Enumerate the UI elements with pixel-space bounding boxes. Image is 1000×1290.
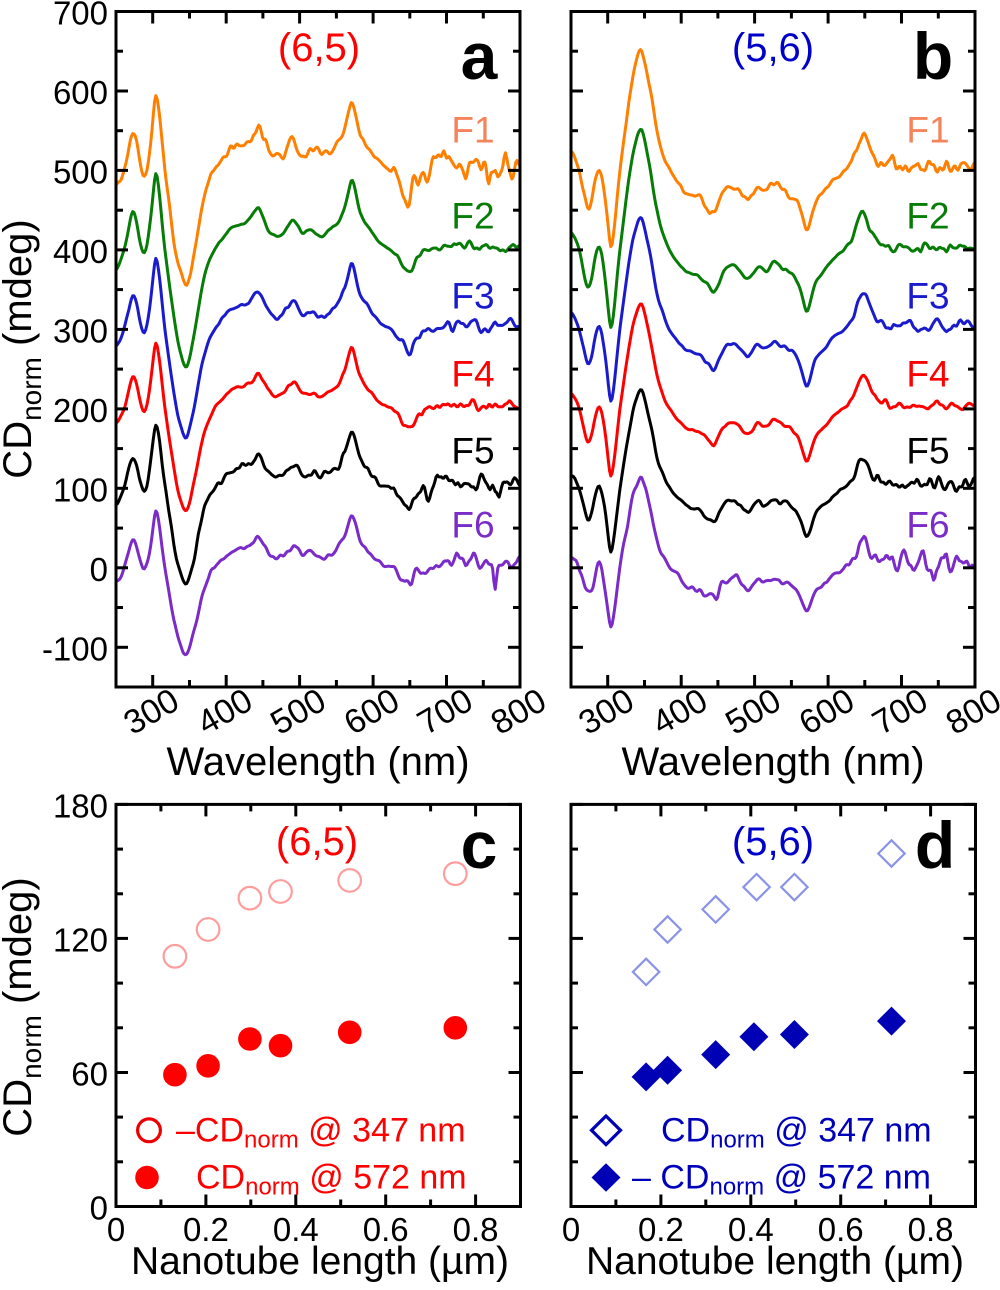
svg-text:Wavelength (nm): Wavelength (nm) bbox=[166, 740, 469, 784]
svg-text:CDnorm (mdeg): CDnorm (mdeg) bbox=[0, 877, 47, 1136]
svg-text:F6: F6 bbox=[451, 505, 494, 546]
svg-text:0.2: 0.2 bbox=[183, 1211, 229, 1248]
svg-text:(6,5): (6,5) bbox=[276, 820, 358, 864]
svg-text:a: a bbox=[461, 19, 499, 93]
svg-text:700: 700 bbox=[53, 0, 108, 32]
svg-text:(5,6): (5,6) bbox=[732, 26, 814, 70]
svg-text:(6,5): (6,5) bbox=[278, 26, 360, 70]
svg-text:F4: F4 bbox=[906, 354, 949, 395]
svg-text:100: 100 bbox=[53, 472, 108, 509]
svg-text:0.4: 0.4 bbox=[273, 1211, 319, 1248]
svg-text:0.2: 0.2 bbox=[638, 1211, 684, 1248]
svg-text:F1: F1 bbox=[906, 110, 949, 151]
svg-text:CDnorm @ 347 nm: CDnorm @ 347 nm bbox=[661, 1111, 932, 1153]
svg-text:F5: F5 bbox=[451, 431, 494, 472]
svg-text:-100: -100 bbox=[42, 631, 108, 668]
svg-text:500: 500 bbox=[53, 154, 108, 191]
svg-text:CDnorm @ 572 nm: CDnorm @ 572 nm bbox=[196, 1159, 467, 1201]
svg-text:600: 600 bbox=[53, 74, 108, 111]
svg-text:0.6: 0.6 bbox=[818, 1211, 864, 1248]
svg-text:F2: F2 bbox=[906, 196, 949, 237]
svg-text:CDnorm (mdeg): CDnorm (mdeg) bbox=[0, 219, 47, 478]
svg-text:200: 200 bbox=[53, 392, 108, 429]
svg-text:400: 400 bbox=[53, 233, 108, 270]
svg-text:Nanotube length (µm): Nanotube length (µm) bbox=[131, 1240, 509, 1283]
svg-text:–CDnorm @ 347 nm: –CDnorm @ 347 nm bbox=[176, 1111, 466, 1153]
svg-text:F5: F5 bbox=[906, 431, 949, 472]
svg-text:F1: F1 bbox=[451, 110, 494, 151]
svg-text:Wavelength (nm): Wavelength (nm) bbox=[621, 740, 924, 784]
svg-text:120: 120 bbox=[53, 922, 108, 959]
svg-text:0: 0 bbox=[90, 551, 108, 588]
svg-text:0: 0 bbox=[90, 1190, 108, 1227]
svg-text:0: 0 bbox=[562, 1211, 580, 1248]
svg-text:F4: F4 bbox=[451, 354, 494, 395]
svg-text:d: d bbox=[915, 808, 955, 882]
svg-text:F3: F3 bbox=[451, 276, 494, 317]
svg-text:300: 300 bbox=[53, 313, 108, 350]
svg-text:(5,6): (5,6) bbox=[732, 820, 814, 864]
svg-text:0.6: 0.6 bbox=[363, 1211, 409, 1248]
svg-text:0.8: 0.8 bbox=[908, 1211, 954, 1248]
svg-text:F2: F2 bbox=[451, 196, 494, 237]
svg-text:b: b bbox=[913, 19, 953, 93]
svg-text:180: 180 bbox=[53, 788, 108, 825]
svg-text:0: 0 bbox=[107, 1211, 125, 1248]
svg-text:0.4: 0.4 bbox=[728, 1211, 774, 1248]
svg-text:Nanotube length (µm): Nanotube length (µm) bbox=[586, 1240, 964, 1283]
svg-text:F3: F3 bbox=[906, 276, 949, 317]
svg-text:60: 60 bbox=[71, 1056, 108, 1093]
svg-text:0.8: 0.8 bbox=[453, 1211, 499, 1248]
svg-text:F6: F6 bbox=[906, 505, 949, 546]
svg-text:– CDnorm @ 572 nm: – CDnorm @ 572 nm bbox=[632, 1159, 931, 1201]
